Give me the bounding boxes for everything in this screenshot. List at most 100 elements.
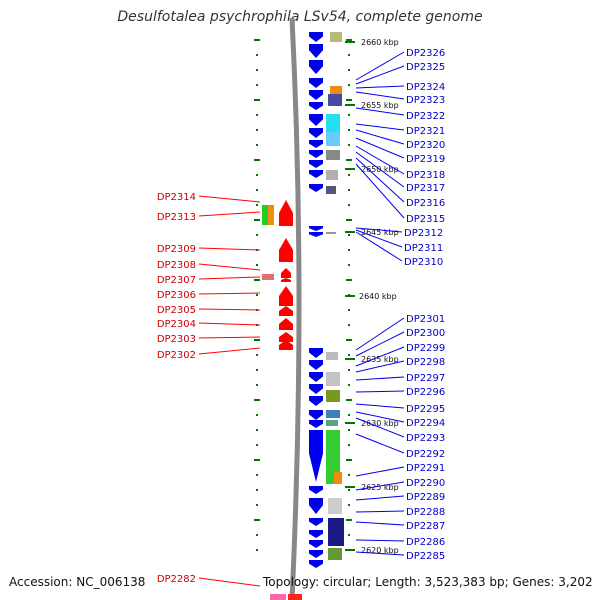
gene-feature-box <box>328 518 344 546</box>
right-gene-leader <box>355 433 405 454</box>
forward-gene-arrow <box>279 318 293 330</box>
right-gene-leader <box>355 466 405 477</box>
right-gene-leader <box>355 145 405 175</box>
scale-label: 2625 kbp <box>361 483 399 492</box>
right-gene-label: DP2296 <box>406 387 445 398</box>
right-gene-leader <box>355 331 405 357</box>
right-gene-leader <box>355 91 405 100</box>
right-gene-label: DP2288 <box>406 507 445 518</box>
forward-gene-arrow <box>279 306 293 316</box>
right-gene-leader <box>355 123 405 131</box>
reverse-gene-arrow <box>309 170 323 178</box>
right-gene-label: DP2320 <box>406 140 445 151</box>
gene-feature-box <box>328 498 342 514</box>
reverse-gene-arrow <box>309 540 323 548</box>
right-gene-label: DP2293 <box>406 433 445 444</box>
scale-label: 2655 kbp <box>361 101 399 110</box>
right-gene-label: DP2310 <box>404 257 443 268</box>
right-gene-leader <box>355 481 405 491</box>
left-gene-leader <box>198 308 261 311</box>
right-gene-leader <box>355 539 405 542</box>
right-gene-label: DP2299 <box>406 343 445 354</box>
right-gene-leader <box>355 229 403 248</box>
gene-feature-box <box>326 114 340 132</box>
reverse-gene-arrow <box>309 226 323 231</box>
forward-gene-arrow <box>281 278 291 282</box>
reverse-gene-arrow <box>309 184 323 192</box>
right-gene-label: DP2298 <box>406 357 445 368</box>
reverse-gene-arrow <box>309 518 323 526</box>
gene-feature-box <box>330 32 342 42</box>
reverse-gene-arrow <box>309 486 323 494</box>
right-gene-label: DP2321 <box>406 126 445 137</box>
scale-label: 2645 kbp <box>361 228 399 237</box>
gene-feature-box <box>330 86 342 94</box>
right-gene-leader <box>355 510 405 513</box>
reverse-gene-arrow <box>309 114 323 126</box>
right-gene-leader <box>355 107 405 116</box>
right-gene-leader <box>355 390 405 393</box>
gene-feature-box <box>328 548 342 560</box>
right-gene-label: DP2316 <box>406 198 445 209</box>
scale-label: 2630 kbp <box>361 419 399 428</box>
right-gene-label: DP2311 <box>404 243 443 254</box>
right-gene-label: DP2326 <box>406 48 445 59</box>
right-gene-leader <box>355 51 405 81</box>
right-gene-leader <box>355 65 405 85</box>
left-gene-leader <box>198 292 261 295</box>
right-gene-leader <box>355 85 405 89</box>
reverse-gene-arrow <box>309 140 323 148</box>
right-gene-leader <box>355 227 403 233</box>
right-gene-leader <box>355 411 405 423</box>
right-gene-label: DP2287 <box>406 521 445 532</box>
left-gene-label: DP2306 <box>157 290 196 301</box>
left-gene-label: DP2302 <box>157 350 196 361</box>
gene-feature-box <box>328 94 342 106</box>
scale-label: 2620 kbp <box>361 546 399 555</box>
reverse-gene-arrow <box>309 430 323 482</box>
left-gene-leader <box>198 322 261 326</box>
left-gene-label: DP2314 <box>157 192 196 203</box>
right-gene-label: DP2318 <box>406 170 445 181</box>
left-gene-label: DP2282 <box>157 574 196 585</box>
gene-feature-box <box>270 594 286 600</box>
left-gene-leader <box>198 247 261 251</box>
right-gene-label: DP2291 <box>406 463 445 474</box>
forward-gene-arrow <box>279 340 293 350</box>
gene-feature-box <box>262 274 274 280</box>
right-gene-leader <box>355 129 405 145</box>
left-gene-label: DP2303 <box>157 334 196 345</box>
reverse-gene-arrow <box>309 160 323 168</box>
left-gene-leader <box>198 577 261 587</box>
right-gene-leader <box>355 551 405 556</box>
right-gene-label: DP2285 <box>406 551 445 562</box>
gene-feature-box <box>326 352 338 360</box>
reverse-gene-arrow <box>309 90 323 100</box>
reverse-gene-arrow <box>309 498 323 514</box>
gene-feature-box <box>326 150 340 160</box>
right-gene-label: DP2292 <box>406 449 445 460</box>
reverse-gene-arrow <box>309 530 323 538</box>
right-gene-leader <box>355 137 405 159</box>
topology-label: Topology: circular; Length: 3,523,383 bp… <box>263 575 593 589</box>
right-gene-label: DP2312 <box>404 228 443 239</box>
reverse-gene-arrow <box>309 128 323 138</box>
reverse-gene-arrow <box>309 44 323 58</box>
gene-feature-box <box>262 205 268 225</box>
scale-label: 2635 kbp <box>361 355 399 364</box>
left-gene-leader <box>198 195 261 203</box>
forward-gene-arrow <box>279 286 293 306</box>
left-gene-label: DP2309 <box>157 244 196 255</box>
reverse-gene-arrow <box>309 60 323 74</box>
reverse-gene-arrow <box>309 102 323 110</box>
right-gene-label: DP2297 <box>406 373 445 384</box>
forward-gene-arrow <box>281 268 291 278</box>
reverse-gene-arrow <box>309 32 323 42</box>
reverse-gene-arrow <box>309 420 323 428</box>
left-gene-leader <box>198 211 261 217</box>
reverse-gene-arrow <box>309 150 323 158</box>
reverse-gene-arrow <box>309 360 323 370</box>
reverse-gene-arrow <box>309 560 323 568</box>
right-gene-label: DP2324 <box>406 82 445 93</box>
right-gene-leader <box>355 417 405 438</box>
